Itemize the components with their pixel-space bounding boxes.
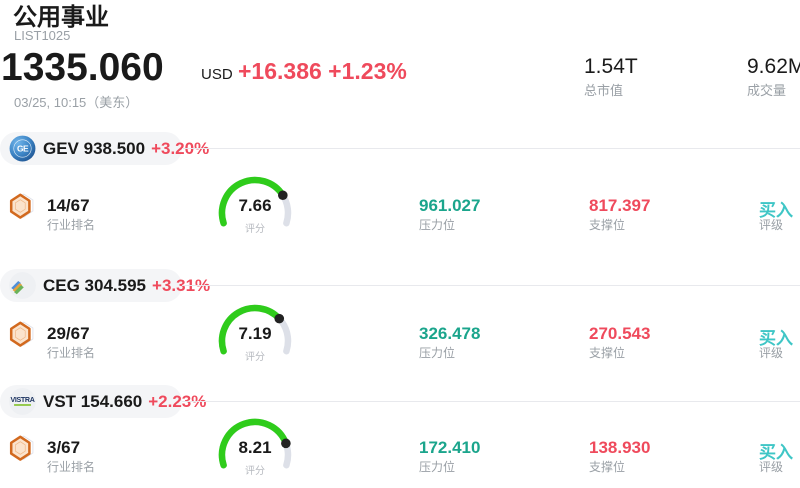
svg-text:VISTRA: VISTRA xyxy=(11,396,35,404)
svg-text:GE: GE xyxy=(17,144,29,154)
